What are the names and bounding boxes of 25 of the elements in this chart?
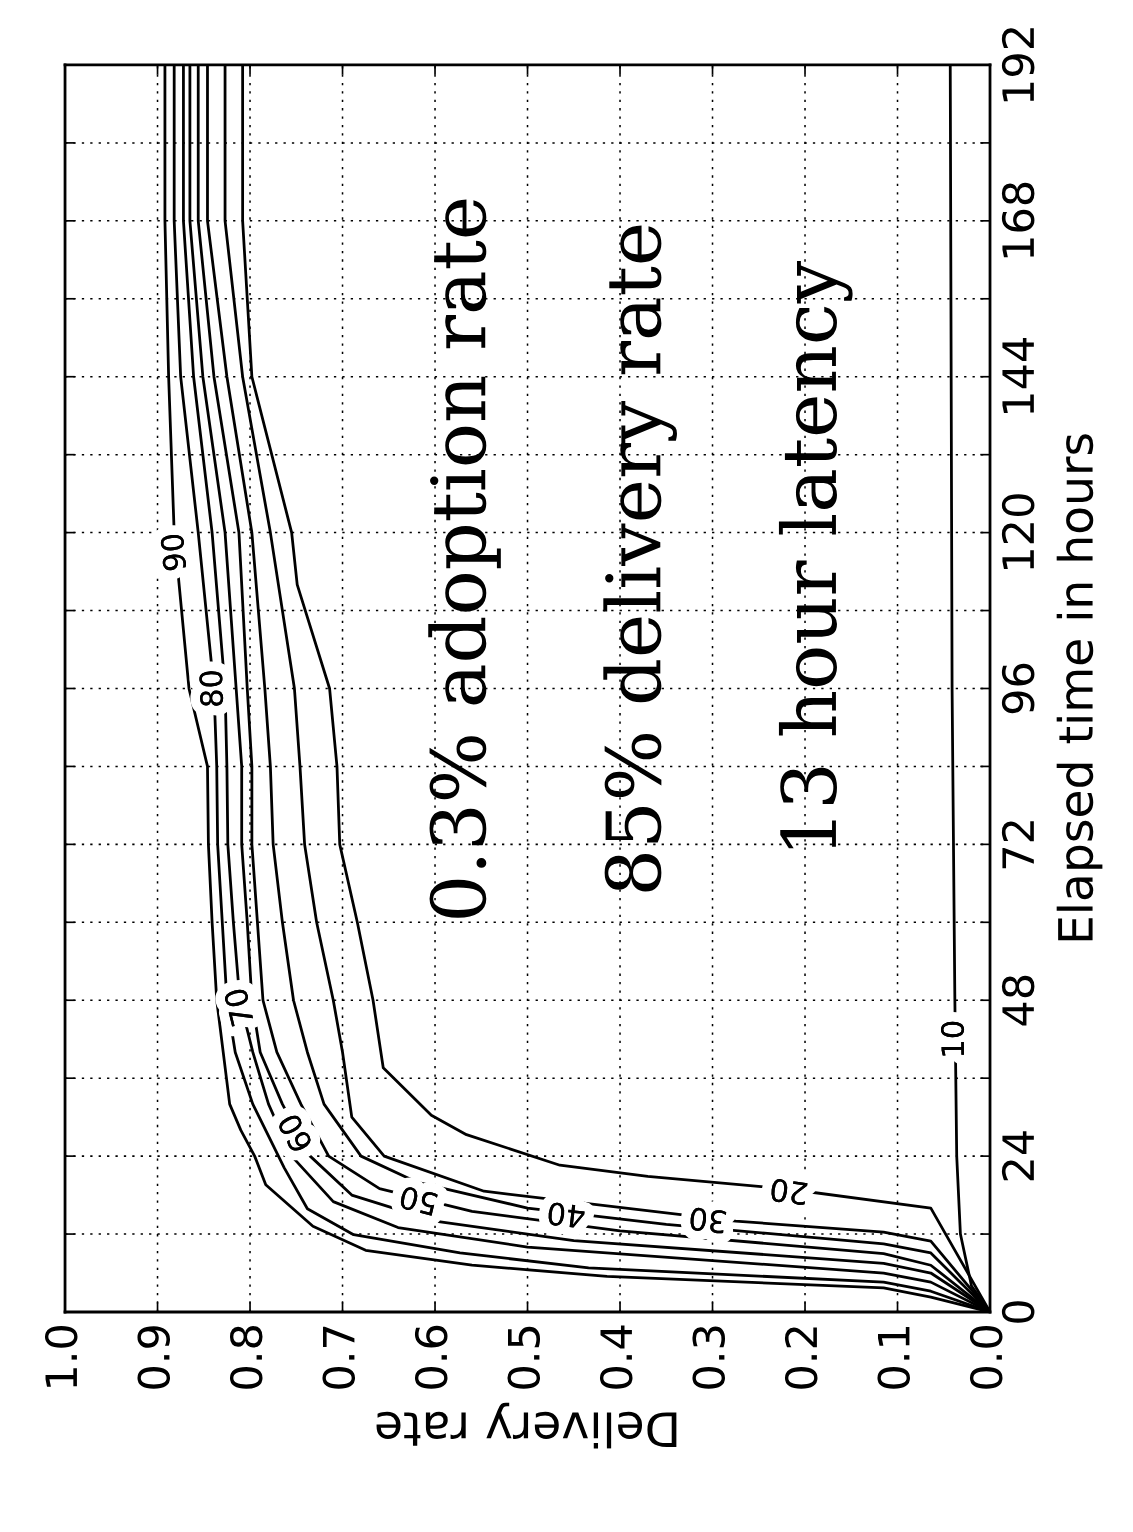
x-tick-label: 0.2 xyxy=(784,1327,818,1389)
x-tick-label: 0.4 xyxy=(599,1325,633,1389)
x-tick-label: 0.5 xyxy=(507,1326,541,1389)
x-axis-title: Delivery rate xyxy=(376,1402,677,1449)
x-tick-label: 1.0 xyxy=(44,1325,78,1387)
x-tick-label: 0.8 xyxy=(229,1326,263,1389)
x-tick-label: 0.9 xyxy=(137,1326,171,1389)
y-tick-label: 120 xyxy=(1001,494,1035,569)
y-tick-label: 96 xyxy=(1001,663,1035,714)
y-tick-label: 192 xyxy=(1001,28,1035,102)
annotation: 13 hour latency xyxy=(778,261,853,849)
y-tick-label: 144 xyxy=(1002,338,1034,414)
y-tick-label: 0 xyxy=(1001,1301,1035,1323)
annotation: 0.3% adoption rate xyxy=(428,199,501,918)
y-tick-label: 24 xyxy=(1001,1131,1034,1181)
x-tick-label: 0.6 xyxy=(414,1325,448,1389)
x-tick-label: 0.1 xyxy=(877,1327,911,1389)
y-axis-title: Elapsed time in hours xyxy=(1056,434,1103,941)
y-tick-label: 72 xyxy=(1001,821,1034,869)
x-tick-label: 0.7 xyxy=(322,1326,356,1389)
x-tick-label: 0.0 xyxy=(969,1325,1003,1389)
x-tick-label: 0.3 xyxy=(692,1326,726,1389)
y-tick-label: 48 xyxy=(1001,975,1035,1026)
annotation: 85% delivery rate xyxy=(603,225,677,892)
y-tick-label: 168 xyxy=(1001,182,1035,258)
